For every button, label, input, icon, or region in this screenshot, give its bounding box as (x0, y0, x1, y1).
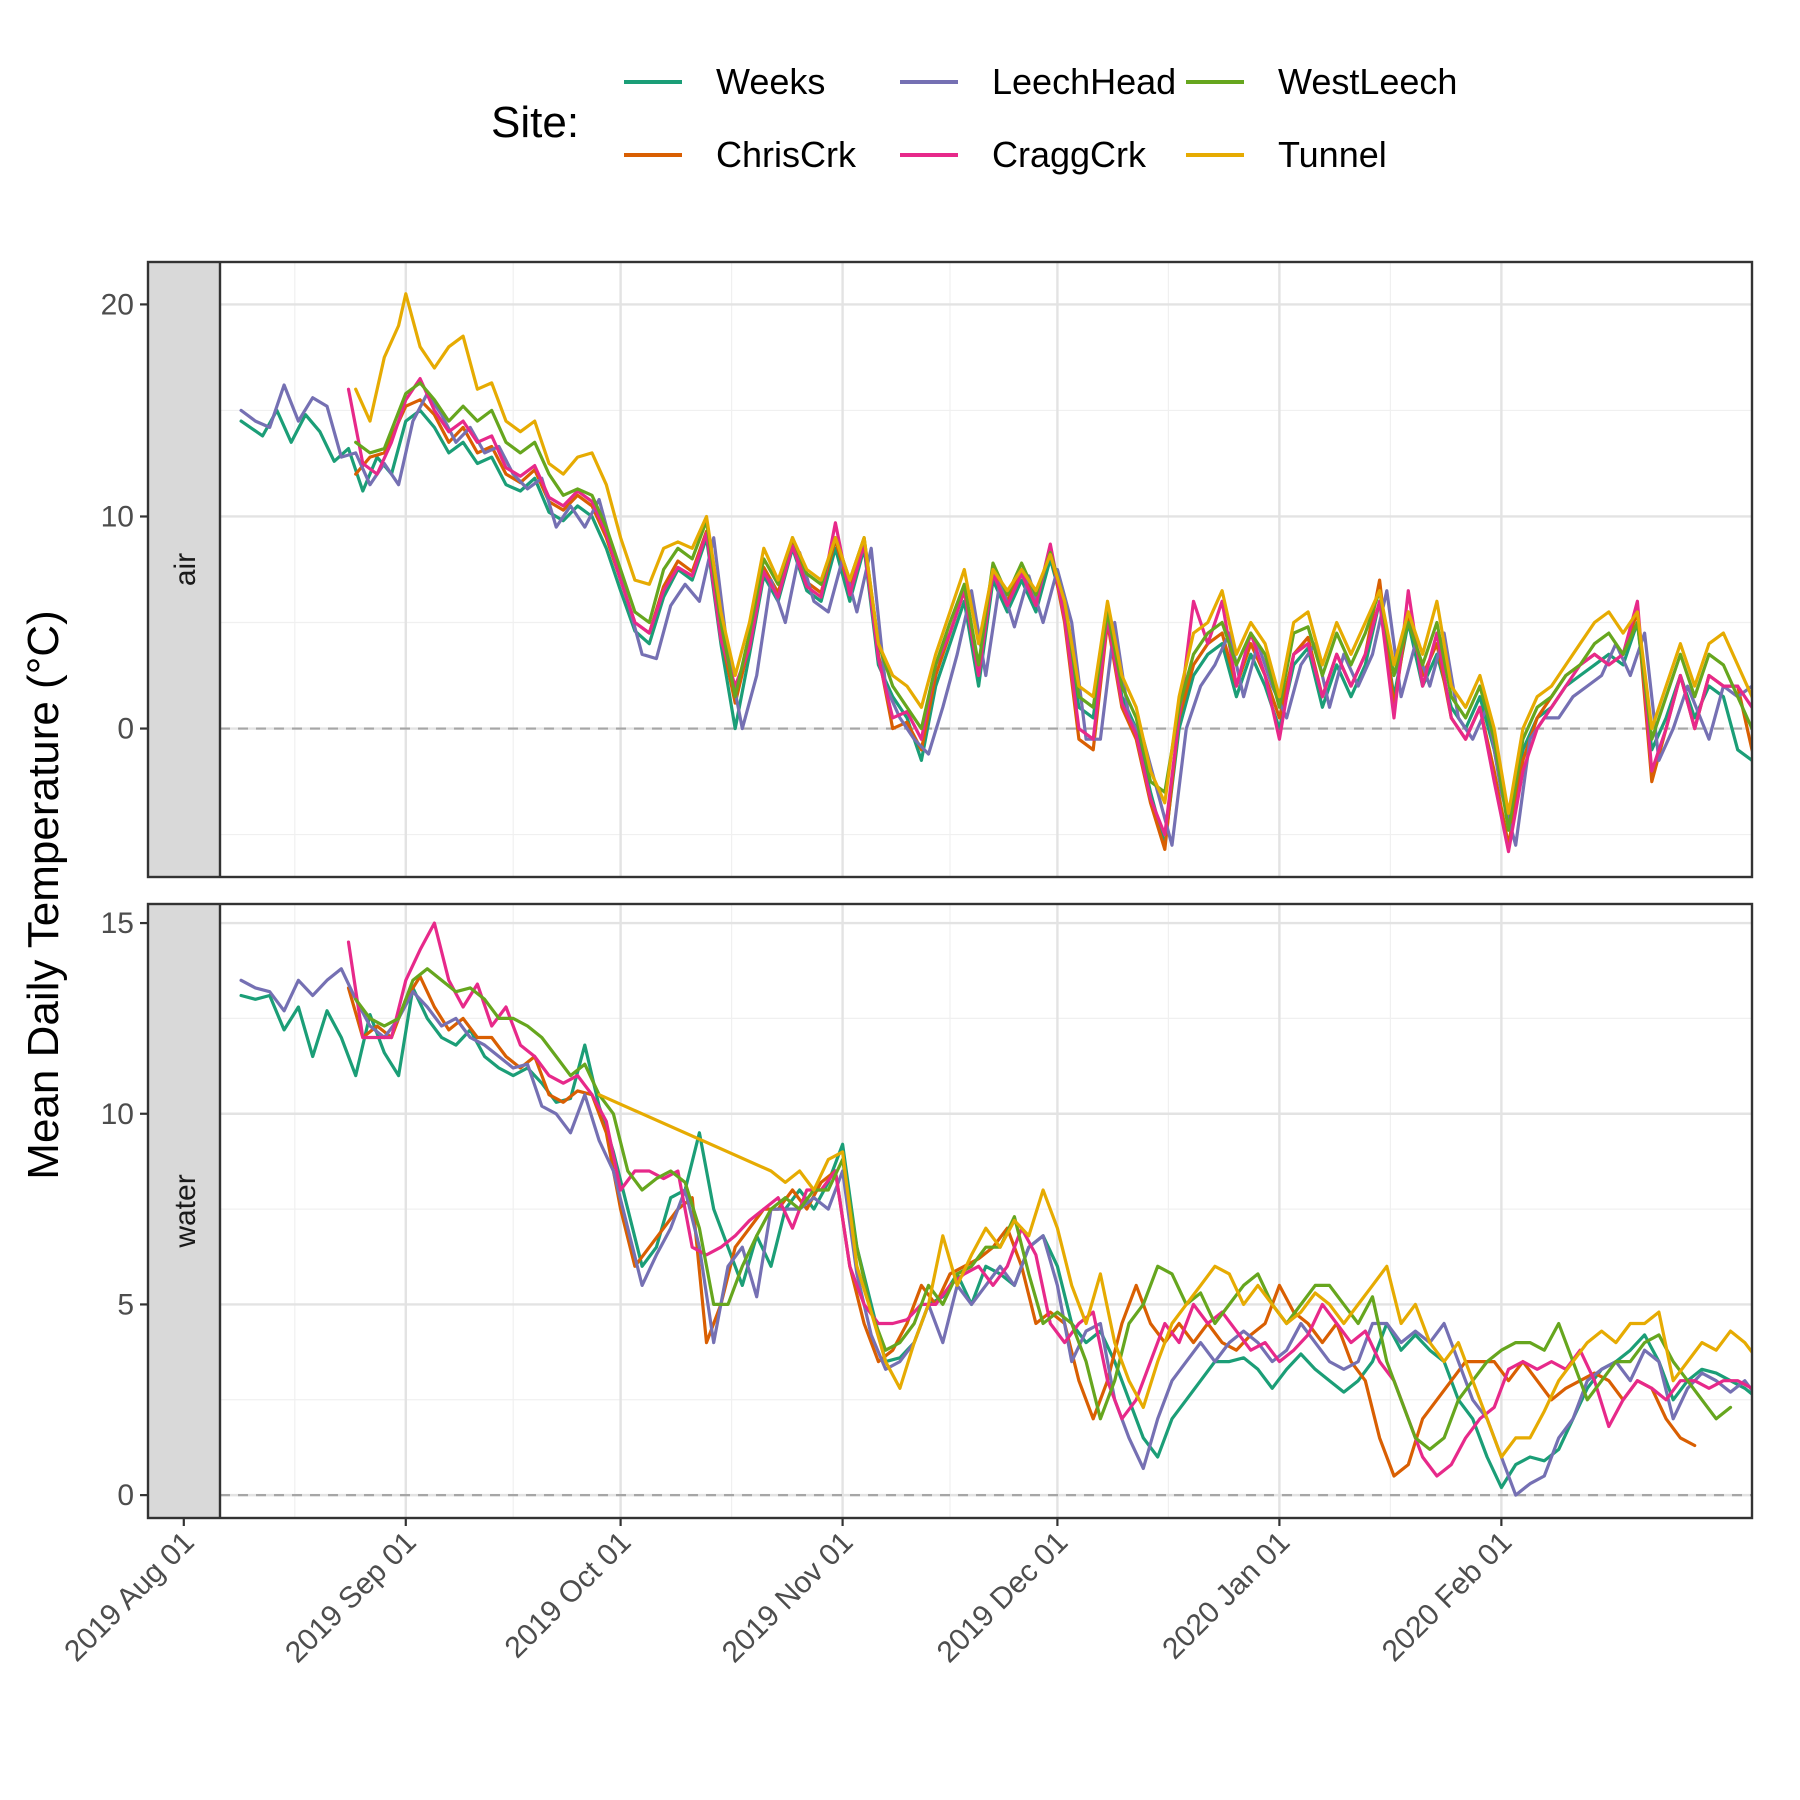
legend-item: CraggCrk (900, 134, 1147, 175)
y-tick-label: 5 (117, 1288, 134, 1321)
series-line-weeks (239, 986, 1752, 1490)
x-tick-label: 2019 Sep 01 (279, 1526, 423, 1670)
panel-border (146, 260, 1754, 879)
y-tick-label: 15 (101, 907, 134, 940)
y-axis-title: Mean Daily Temperature (°C) (19, 610, 68, 1179)
y-tick-label: 20 (101, 288, 134, 321)
facet-strip-label: water (169, 1174, 202, 1248)
series-line-craggcrk (346, 377, 1752, 854)
facet-strip (148, 904, 220, 1518)
legend: Site: Weeks ChrisCrk LeechHead CraggCrk West… (491, 61, 1457, 175)
legend-item: WestLeech (1186, 61, 1457, 102)
x-tick-label: 2020 Jan 01 (1156, 1526, 1296, 1666)
legend-label: ChrisCrk (716, 134, 857, 175)
y-tick-label: 0 (117, 1479, 134, 1512)
legend-item: Tunnel (1186, 134, 1387, 175)
legend-item: LeechHead (900, 61, 1176, 102)
legend-label: LeechHead (992, 61, 1176, 102)
legend-label: Weeks (716, 61, 825, 102)
series-line-leechhead (239, 967, 1752, 1497)
y-tick-label: 10 (101, 1098, 134, 1131)
facet-panel-water: water 0 5 10 15 (101, 902, 1754, 1520)
x-tick-label: 2019 Aug 01 (58, 1526, 200, 1668)
x-tick-label: 2019 Nov 01 (716, 1526, 860, 1670)
series-line-tunnel (354, 292, 1752, 815)
y-tick-label: 0 (117, 713, 134, 746)
series-line-craggcrk (346, 921, 1752, 1478)
legend-title: Site: (491, 98, 579, 147)
legend-item: Weeks (624, 61, 825, 102)
legend-items: Weeks ChrisCrk LeechHead CraggCrk WestLeech T… (624, 61, 1457, 175)
legend-item: ChrisCrk (624, 134, 857, 175)
facet-strip (148, 262, 220, 877)
series-lines (239, 921, 1752, 1497)
series-line-tunnel (597, 1093, 1752, 1459)
x-axis: 2019 Aug 01 2019 Sep 01 2019 Oct 01 2019 No… (58, 1518, 1518, 1669)
legend-label: Tunnel (1278, 134, 1387, 175)
x-tick-label: 2019 Oct 01 (499, 1526, 638, 1665)
facet-panels: air 0 10 20 water 0 5 10 15 (101, 260, 1754, 1520)
legend-label: WestLeech (1278, 61, 1457, 102)
y-tick-label: 10 (101, 500, 134, 533)
x-tick-label: 2020 Feb 01 (1376, 1526, 1518, 1668)
legend-label: CraggCrk (992, 134, 1147, 175)
facet-panel-air: air 0 10 20 (101, 260, 1754, 879)
x-tick-label: 2019 Dec 01 (931, 1526, 1075, 1670)
facet-strip-label: air (169, 553, 202, 586)
series-lines (239, 292, 1752, 854)
panel-border (146, 902, 1754, 1520)
series-line-westleech (354, 967, 1733, 1451)
